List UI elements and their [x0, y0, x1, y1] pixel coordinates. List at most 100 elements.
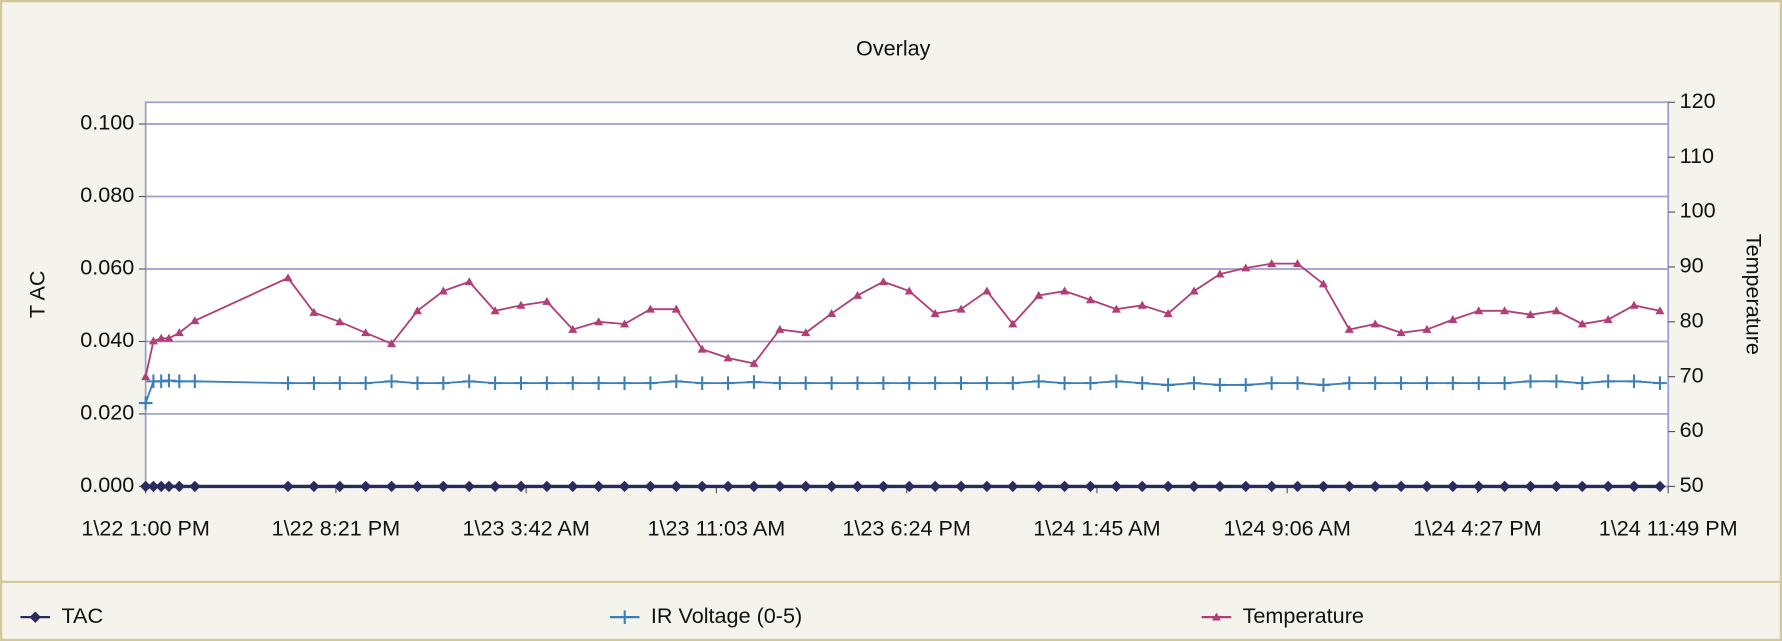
- temperature-marker: [283, 273, 293, 282]
- temperature-marker: [723, 353, 733, 362]
- temperature-marker: [878, 277, 888, 286]
- ir-marker: [773, 376, 787, 390]
- tac-marker: [308, 480, 320, 493]
- tac-marker: [670, 480, 682, 493]
- tac-marker: [1007, 480, 1019, 493]
- tac-marker: [1602, 480, 1614, 493]
- y2-tick-label: 90: [1680, 253, 1704, 278]
- ir-marker: [850, 376, 865, 390]
- ir-marker: [643, 376, 658, 390]
- temperature-marker: [1551, 306, 1561, 315]
- x-tick-label: 1\23 11:03 AM: [648, 515, 786, 540]
- temperature-marker: [1448, 315, 1458, 324]
- temperature-marker: [1137, 300, 1147, 309]
- tac-marker: [411, 480, 424, 493]
- temperature-marker: [412, 306, 422, 315]
- ir-marker: [980, 376, 994, 390]
- tac-marker: [1395, 480, 1407, 493]
- tac-marker: [825, 480, 838, 493]
- ir-marker: [617, 376, 632, 390]
- temperature-marker: [1292, 259, 1303, 268]
- temperature-marker: [1211, 612, 1221, 621]
- ir-marker: [188, 374, 202, 389]
- y-tick-label: 0.020: [80, 400, 134, 425]
- tac-marker: [1473, 480, 1485, 493]
- ir-marker: [1290, 376, 1305, 390]
- temperature-marker: [801, 328, 811, 337]
- temperature-marker: [156, 333, 166, 342]
- tac-marker: [1188, 480, 1200, 493]
- y-tick-label: 0.080: [80, 182, 134, 207]
- tac-marker: [981, 480, 993, 493]
- ir-marker: [876, 376, 891, 390]
- y2-axis-label: Temperature: [1742, 234, 1767, 355]
- tac-marker: [1240, 480, 1252, 493]
- temperature-marker: [619, 319, 630, 328]
- y-tick-label: 0.060: [80, 255, 134, 280]
- tac-marker: [1447, 480, 1459, 493]
- ir-marker: [1213, 378, 1227, 392]
- temperature-marker: [141, 372, 151, 381]
- tac-marker: [541, 480, 553, 493]
- y-axis-label: T AC: [24, 271, 49, 319]
- ir-marker: [1497, 376, 1512, 390]
- ir-marker: [1316, 378, 1331, 392]
- ir-marker: [1057, 376, 1072, 390]
- temperature-marker: [775, 324, 785, 333]
- tac-marker: [173, 480, 185, 493]
- tac-marker: [851, 480, 864, 493]
- x-tick-label: 1\24 11:49 PM: [1599, 515, 1738, 540]
- temperature-marker: [568, 324, 578, 333]
- ir-marker: [1031, 374, 1046, 389]
- tac-marker: [29, 611, 41, 623]
- tac-marker: [903, 480, 915, 493]
- tac-marker: [722, 480, 734, 493]
- temperature-marker: [1500, 306, 1510, 315]
- y2-tick-label: 80: [1680, 308, 1704, 333]
- y2-tick-label: 60: [1680, 417, 1704, 442]
- ir-marker: [1135, 376, 1150, 390]
- tac-marker: [1317, 480, 1330, 493]
- legend-label: TAC: [61, 603, 103, 628]
- ir-marker: [281, 376, 295, 390]
- tac-marker: [800, 480, 812, 493]
- tac-marker: [1214, 480, 1226, 493]
- y2-tick-label: 110: [1680, 143, 1714, 168]
- tac-marker: [1343, 480, 1355, 493]
- ir-marker: [591, 376, 606, 390]
- ir-marker: [1627, 374, 1641, 389]
- x-tick-label: 1\22 8:21 PM: [272, 515, 401, 540]
- temperature-marker: [1060, 286, 1070, 295]
- tac-marker: [1291, 480, 1304, 493]
- tac-marker: [437, 480, 450, 493]
- temperature-marker: [361, 328, 371, 337]
- x-tick-label: 1\24 1:45 AM: [1033, 515, 1160, 540]
- tac-marker: [1550, 480, 1563, 493]
- ir-marker: [1161, 378, 1175, 392]
- tac-marker: [696, 480, 708, 493]
- ir-marker: [1549, 374, 1564, 389]
- tac-marker: [463, 480, 475, 493]
- ir-marker: [1601, 374, 1615, 389]
- ir-marker: [1575, 376, 1590, 390]
- tac-marker: [877, 480, 890, 493]
- temperature-marker: [1629, 300, 1639, 309]
- ir-marker: [540, 376, 554, 390]
- temperature-marker: [645, 304, 655, 313]
- ir-marker: [798, 376, 813, 390]
- tac-marker: [592, 480, 605, 493]
- tac-marker: [489, 480, 501, 493]
- tac-marker: [155, 480, 167, 493]
- ir-marker: [824, 376, 839, 390]
- ir-marker: [384, 374, 399, 389]
- ir-marker: [1368, 376, 1383, 390]
- ir-marker: [172, 374, 187, 389]
- ir-marker: [1471, 376, 1486, 390]
- temperature-marker: [904, 286, 914, 295]
- ir-marker: [1446, 376, 1460, 390]
- tac-marker: [139, 480, 152, 493]
- y-tick-label: 0.100: [80, 110, 134, 135]
- temperature-marker: [335, 317, 345, 326]
- temperature-marker: [516, 300, 526, 309]
